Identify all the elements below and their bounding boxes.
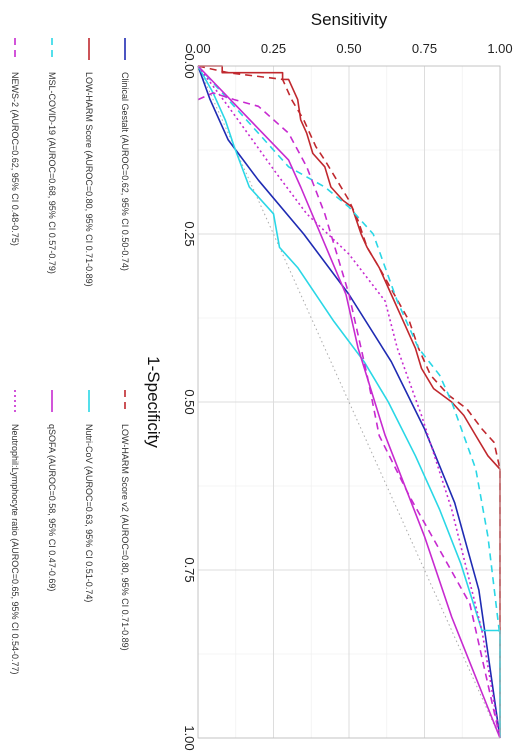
series-line-1 [198,65,501,738]
series-line-6 [197,92,501,739]
series-line-7 [197,65,501,739]
legend-label-5: qSOFA (AUROC=0.58, 95% CI 0.47-0.69) [47,424,57,591]
x-tick-label: 0.50 [336,41,361,56]
x-tick-label: 0.00 [185,41,210,56]
x-tick-label: 0.75 [412,41,437,56]
y-tick-label: 0.75 [182,557,197,582]
legend-label-4: MSL-COVID-19 (AUROC=0.68, 95% CI 0.57-0.… [47,72,57,274]
y-tick-label: 0.25 [182,221,197,246]
legend-label-2: LOW-HARM Score v2 (AUROC=0.80, 95% CI 0.… [120,424,130,651]
series-line-5 [197,65,501,739]
series-lines [197,65,501,739]
plot-panel [197,65,501,739]
series-line-4 [197,65,501,738]
legend: Clinical Gestalt (AUROC=0.62, 95% CI 0.5… [10,38,130,675]
x-tick-label: 1.00 [487,41,512,56]
x-tick-label: 0.25 [261,41,286,56]
reference-diagonal [197,65,501,739]
legend-label-7: Neutrophil:Lymphocyte ratio (AUROC=0.65,… [10,424,20,675]
legend-label-3: Nutri-CoV (AUROC=0.63, 95% CI 0.51-0.74) [84,424,94,602]
tick-labels: 0.00 0.25 0.50 0.75 1.00 0.00 0.25 0.50 0.75 1.00 [182,41,513,751]
legend-label-6: NEWS-2 (AUROC=0.62, 95% CI 0.48-0.75) [10,72,20,246]
series-line-3 [197,65,501,738]
y-tick-label: 0.50 [182,389,197,414]
y-tick-label: 1.00 [182,725,197,750]
legend-label-0: Clinical Gestalt (AUROC=0.62, 95% CI 0.5… [120,72,130,271]
y-axis-title: 1-Specificity [144,356,163,448]
legend-label-1: LOW-HARM Score (AUROC=0.80, 95% CI 0.71-… [84,72,94,287]
x-axis-title: Sensitivity [311,10,388,29]
y-tick-label: 0.00 [182,53,197,78]
